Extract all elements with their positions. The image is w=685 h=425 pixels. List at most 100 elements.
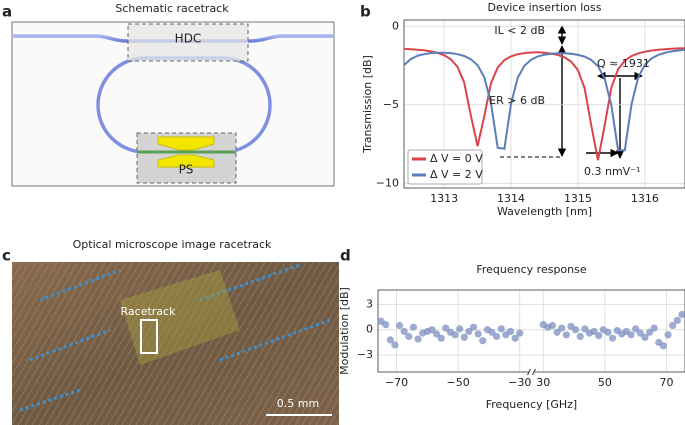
- data-point: [604, 328, 612, 336]
- data-point: [432, 330, 441, 338]
- data-point: [479, 337, 487, 345]
- y-axis-label: Modulation [dB]: [338, 287, 351, 375]
- annotation: Q ≈ 1931: [597, 57, 650, 70]
- legend-box: [407, 149, 483, 185]
- x-tick-label: 30: [536, 376, 550, 389]
- panel-title: Optical microscope image racetrack: [73, 238, 272, 251]
- data-point: [659, 342, 668, 350]
- data-point: [465, 327, 473, 336]
- image-feature: [120, 270, 240, 365]
- data-point: [451, 331, 459, 339]
- data-point: [627, 331, 635, 339]
- axis-break: [528, 368, 535, 376]
- data-point: [558, 324, 566, 332]
- x-tick-label: 1314: [497, 192, 525, 205]
- data-point: [576, 332, 584, 341]
- data-point: [636, 329, 644, 337]
- data-point: [669, 321, 677, 330]
- y-tick-label: 3: [366, 297, 373, 310]
- lines: [404, 47, 685, 161]
- x-axis-label: Frequency [GHz]: [486, 398, 577, 411]
- ps-electrode: [157, 154, 215, 168]
- data-point: [437, 334, 445, 342]
- axis-break: [527, 368, 536, 376]
- racetrack-marker: [140, 319, 158, 354]
- data-point: [511, 334, 519, 342]
- data-point: [595, 332, 603, 340]
- panel-a: a Schematic racetrack HDC PS: [2, 2, 335, 187]
- data-point: [428, 326, 436, 334]
- x-tick-label: 1316: [631, 192, 659, 205]
- panel-label: c: [2, 247, 11, 265]
- x-tick-label: 70: [660, 376, 674, 389]
- x-tick-label: −30: [508, 376, 531, 389]
- annotation: 0.3 nmV⁻¹: [584, 165, 640, 178]
- ps-electrode: [157, 136, 215, 151]
- data-point: [678, 310, 685, 319]
- data-point: [460, 333, 468, 341]
- series-line: [404, 47, 685, 161]
- x-tick-label: −50: [447, 376, 470, 389]
- hdc-label: HDC: [175, 32, 202, 46]
- scale-label: 0.5 mm: [277, 397, 319, 410]
- panel-label: a: [2, 3, 12, 21]
- x-tick-label: −70: [385, 376, 408, 389]
- data-point: [386, 336, 394, 344]
- legend-label: Δ V = 0 V: [430, 152, 483, 165]
- data-point: [506, 327, 515, 336]
- annotation: ER > 6 dB: [489, 94, 545, 107]
- data-point: [673, 316, 681, 325]
- panel-c: c Optical microscope image racetrack Rac…: [2, 238, 339, 425]
- chart-title: Frequency response: [476, 263, 587, 276]
- data-point: [414, 335, 422, 343]
- y-tick-label: 0: [366, 323, 373, 336]
- data-point: [553, 328, 561, 336]
- data-point: [548, 321, 557, 330]
- data-point: [382, 321, 390, 329]
- data-point: [391, 341, 399, 349]
- data-point: [650, 324, 658, 332]
- data-point: [493, 332, 501, 341]
- hdc-box: [127, 23, 249, 62]
- data-point: [488, 328, 496, 336]
- x-tick-label: 1315: [564, 192, 592, 205]
- data-point: [572, 326, 580, 334]
- data-point: [632, 325, 640, 333]
- data-point: [474, 330, 482, 338]
- panel-label: d: [340, 247, 351, 265]
- panel-label: b: [360, 3, 371, 21]
- plot-frame: [403, 19, 685, 189]
- series-line: [404, 48, 685, 152]
- data-point: [645, 328, 654, 336]
- panel-title: Schematic racetrack: [115, 2, 229, 15]
- data-point: [608, 334, 617, 342]
- y-tick-label: −5: [383, 98, 399, 111]
- data-point: [590, 327, 598, 336]
- data-point: [469, 323, 478, 331]
- y-tick-label: 0: [392, 19, 399, 32]
- data-point: [395, 321, 404, 330]
- x-tick-label: 50: [598, 376, 612, 389]
- data-point: [456, 325, 464, 333]
- chart-title: Device insertion loss: [488, 1, 602, 14]
- data-point: [442, 324, 450, 332]
- data-point: [664, 331, 672, 339]
- x-axis-label: Wavelength [nm]: [497, 205, 592, 218]
- x-tick-label: 1313: [430, 192, 458, 205]
- data-point: [581, 325, 589, 333]
- annotation-arrows: [500, 25, 643, 159]
- y-tick-label: −10: [376, 176, 399, 189]
- y-axis-label: Transmission [dB]: [361, 55, 374, 154]
- data-point: [497, 325, 505, 333]
- y-tick-label: −3: [357, 348, 373, 361]
- annotation: IL < 2 dB: [494, 24, 545, 37]
- ps-label: PS: [179, 163, 194, 177]
- image-texture: [12, 262, 339, 425]
- data-point: [516, 329, 524, 337]
- racetrack-label: Racetrack: [121, 305, 177, 318]
- data-point: [562, 331, 570, 339]
- data-point: [405, 332, 413, 341]
- data-point: [400, 327, 408, 336]
- data-point: [409, 323, 418, 331]
